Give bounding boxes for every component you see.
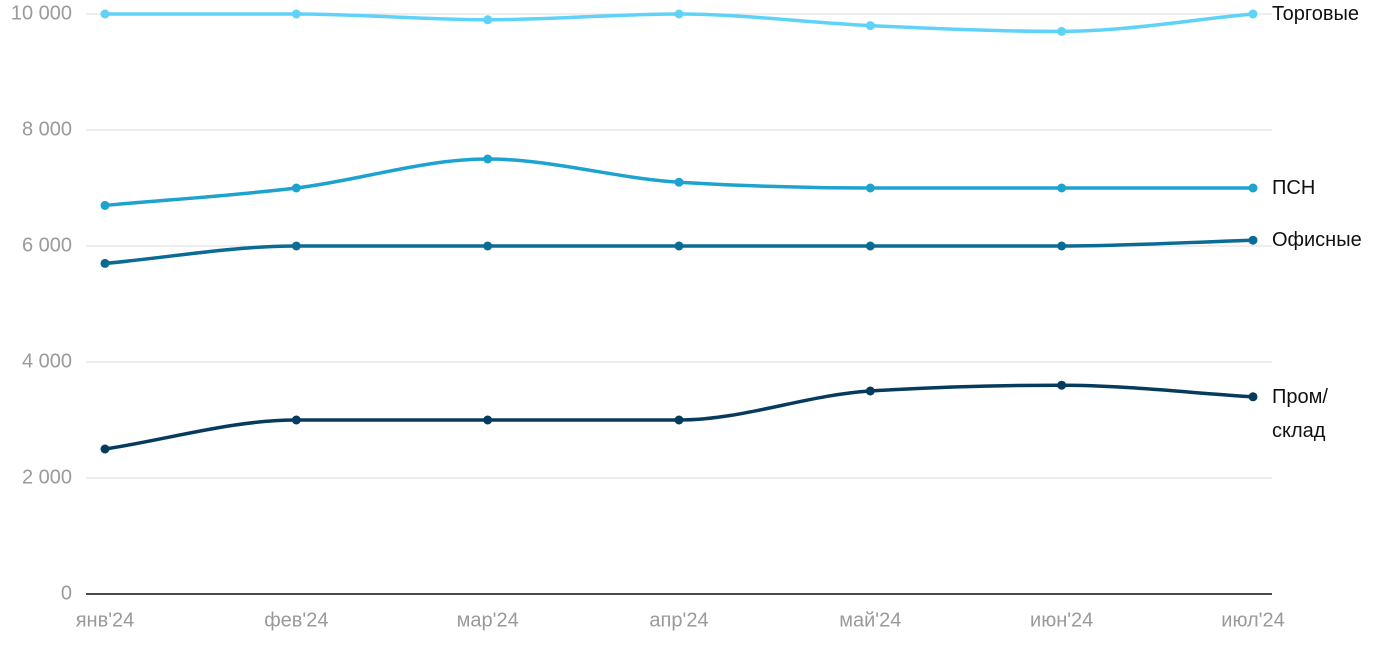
data-point	[865, 21, 875, 31]
y-tick-label: 4 000	[22, 350, 72, 372]
x-tick-label: май'24	[839, 609, 901, 631]
data-point	[865, 183, 875, 193]
y-tick-label: 10 000	[11, 2, 72, 24]
x-tick-label: апр'24	[649, 609, 708, 631]
data-point	[291, 9, 301, 19]
series-label: Офисные	[1272, 229, 1362, 252]
data-point	[483, 415, 493, 425]
data-point	[1248, 392, 1258, 402]
y-tick-label: 8 000	[22, 118, 72, 140]
y-tick-label: 2 000	[22, 466, 72, 488]
data-point	[100, 200, 110, 210]
series-label: Пром/ склад	[1272, 385, 1328, 442]
data-point	[674, 415, 684, 425]
y-tick-label: 0	[61, 582, 72, 604]
data-point	[100, 444, 110, 454]
data-point	[483, 154, 493, 164]
x-tick-label: июл'24	[1221, 609, 1284, 631]
x-tick-label: июн'24	[1030, 609, 1093, 631]
data-point	[1248, 9, 1258, 19]
data-point	[100, 258, 110, 268]
data-point	[865, 386, 875, 396]
x-tick-label: фев'24	[264, 609, 328, 631]
data-point	[291, 415, 301, 425]
data-point	[1057, 183, 1067, 193]
y-tick-label: 6 000	[22, 234, 72, 256]
data-point	[1057, 380, 1067, 390]
data-point	[483, 15, 493, 25]
data-point	[1057, 26, 1067, 36]
data-point	[865, 241, 875, 251]
x-tick-label: мар'24	[457, 609, 519, 631]
data-point	[674, 177, 684, 187]
series-label: Торговые	[1272, 3, 1360, 25]
data-point	[1248, 183, 1258, 193]
data-point	[483, 241, 493, 251]
data-point	[674, 9, 684, 19]
data-point	[100, 9, 110, 19]
data-point	[291, 183, 301, 193]
x-tick-label: янв'24	[76, 609, 135, 631]
series-label: ПСН	[1272, 177, 1316, 199]
data-point	[291, 241, 301, 251]
data-point	[1057, 241, 1067, 251]
data-point	[1248, 235, 1258, 245]
data-point	[674, 241, 684, 251]
